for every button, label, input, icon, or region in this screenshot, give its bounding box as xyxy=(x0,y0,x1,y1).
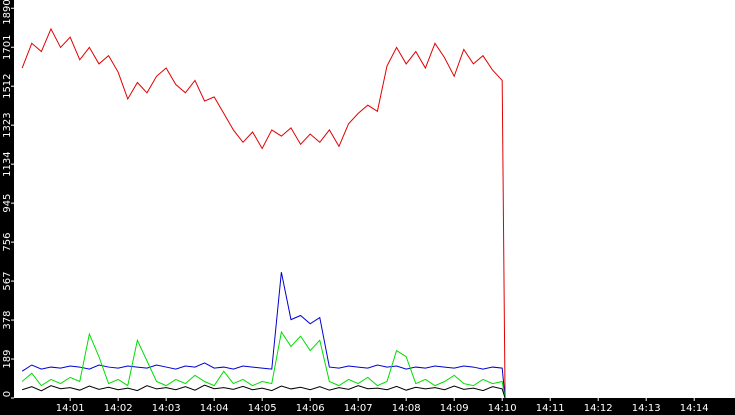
x-tick-label: 14:12 xyxy=(584,403,613,414)
series-line xyxy=(21,272,506,399)
y-tick-label: 1134 xyxy=(2,151,13,176)
x-tick-label: 14:05 xyxy=(248,403,277,414)
x-tick-label: 14:07 xyxy=(344,403,373,414)
x-tick-label: 14:14 xyxy=(680,403,709,414)
series-line xyxy=(22,384,506,399)
y-tick-label: 567 xyxy=(2,272,13,291)
x-axis-band xyxy=(0,398,735,415)
x-tick-label: 14:11 xyxy=(536,403,565,414)
x-tick-label: 14:06 xyxy=(296,403,325,414)
y-tick-label: 189 xyxy=(2,349,13,368)
x-tick-label: 14:08 xyxy=(392,403,421,414)
y-tick-label: 1890 xyxy=(2,0,13,25)
series-line xyxy=(21,27,506,399)
x-tick-label: 14:10 xyxy=(488,403,517,414)
x-tick-label: 14:09 xyxy=(440,403,469,414)
y-axis-band xyxy=(0,0,14,415)
y-tick-label: 378 xyxy=(2,311,13,330)
y-tick-label: 945 xyxy=(2,194,13,213)
x-tick-label: 14:03 xyxy=(152,403,181,414)
series-line xyxy=(21,330,506,399)
x-tick-label: 14:01 xyxy=(56,403,85,414)
y-tick-label: 0 xyxy=(2,391,13,397)
y-tick-label: 1512 xyxy=(2,73,13,98)
y-tick-label: 756 xyxy=(2,233,13,252)
x-tick-label: 14:02 xyxy=(104,403,133,414)
y-tick-label: 1323 xyxy=(2,112,13,137)
x-tick-label: 14:13 xyxy=(632,403,661,414)
y-tick-label: 1701 xyxy=(2,34,13,59)
x-tick-label: 14:04 xyxy=(200,403,229,414)
